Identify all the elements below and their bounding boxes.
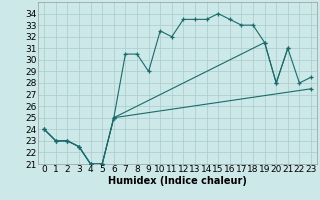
X-axis label: Humidex (Indice chaleur): Humidex (Indice chaleur) (108, 176, 247, 186)
